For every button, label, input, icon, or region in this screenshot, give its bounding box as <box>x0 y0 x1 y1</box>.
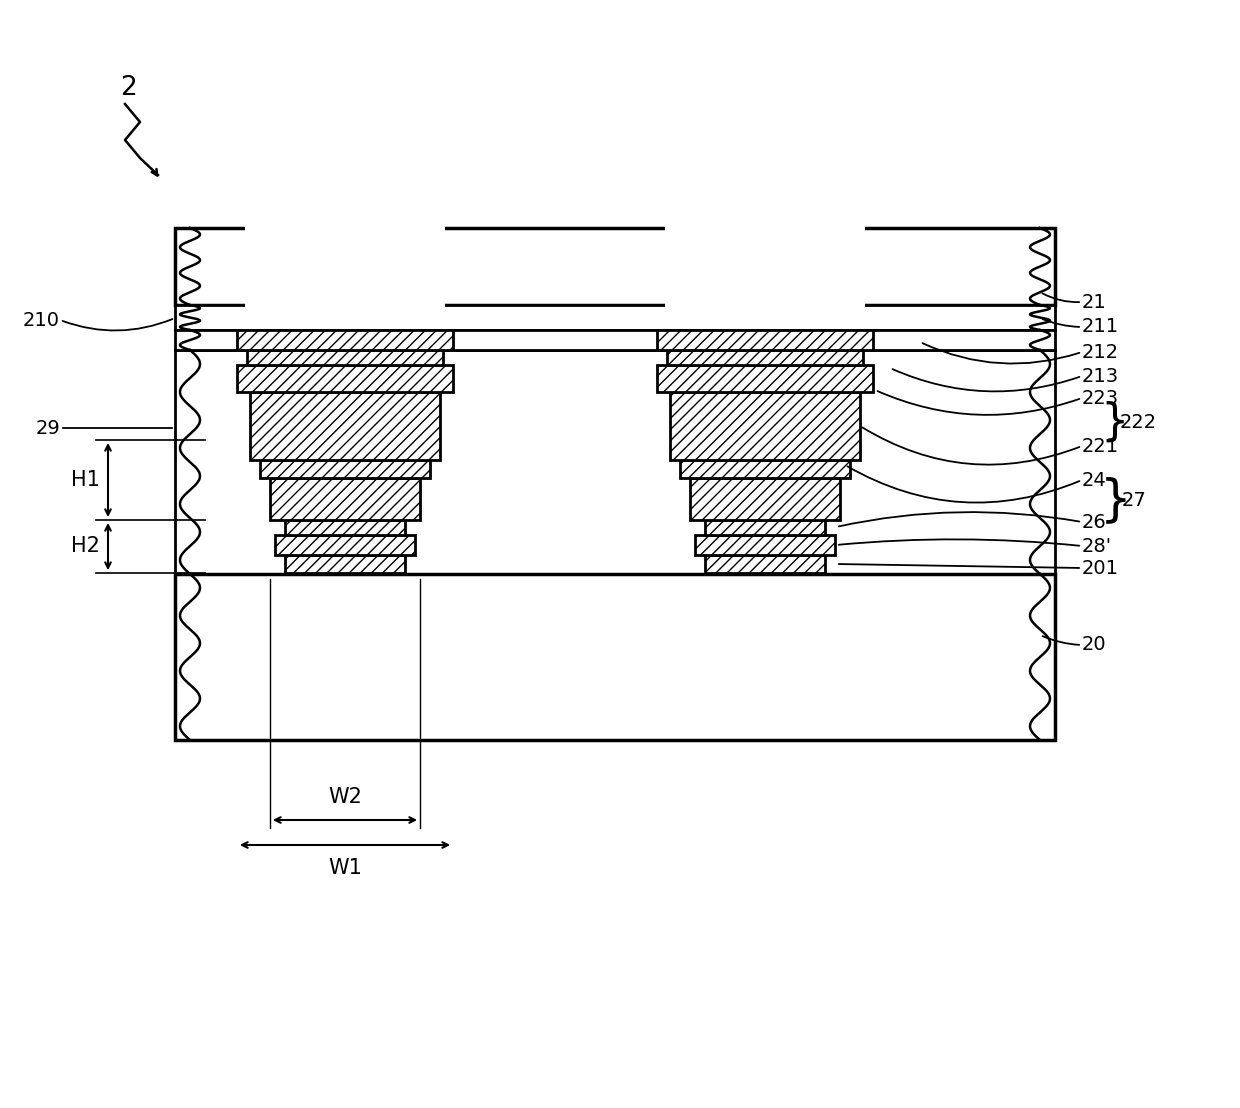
Text: 221: 221 <box>1083 437 1120 455</box>
Bar <box>237 330 453 350</box>
Bar <box>285 555 405 573</box>
Bar <box>680 460 849 478</box>
Text: H1: H1 <box>71 470 100 490</box>
Bar <box>689 478 839 520</box>
Bar <box>275 535 415 555</box>
Text: 21: 21 <box>1083 293 1107 311</box>
Text: 213: 213 <box>1083 367 1120 386</box>
Bar <box>260 460 430 478</box>
Bar <box>247 350 443 365</box>
Bar <box>667 350 863 365</box>
Text: 29: 29 <box>35 419 60 438</box>
Bar <box>175 330 1055 350</box>
Bar <box>270 478 420 520</box>
Text: 210: 210 <box>24 310 60 329</box>
Text: 26: 26 <box>1083 513 1107 532</box>
Text: 27: 27 <box>1122 491 1147 510</box>
Text: W2: W2 <box>329 787 362 807</box>
Bar <box>657 365 873 392</box>
Bar <box>706 555 825 573</box>
Bar <box>175 574 1055 740</box>
Text: 211: 211 <box>1083 318 1120 337</box>
Bar <box>670 392 861 460</box>
Bar <box>175 305 1055 330</box>
Bar <box>175 350 1055 574</box>
Text: 2: 2 <box>119 75 136 101</box>
Text: 212: 212 <box>1083 342 1120 361</box>
Bar <box>237 365 453 392</box>
Text: 222: 222 <box>1120 412 1157 431</box>
Text: 24: 24 <box>1083 471 1107 490</box>
Text: W1: W1 <box>329 858 362 878</box>
Text: 223: 223 <box>1083 389 1120 408</box>
Text: 20: 20 <box>1083 636 1106 655</box>
Bar <box>250 392 440 460</box>
Text: 201: 201 <box>1083 558 1118 577</box>
Bar <box>694 535 835 555</box>
Bar <box>175 228 1055 305</box>
Bar <box>665 23 866 307</box>
Bar <box>706 520 825 535</box>
Text: }: } <box>1100 476 1132 524</box>
Text: H2: H2 <box>71 536 100 556</box>
Text: }: } <box>1100 400 1128 443</box>
Bar <box>285 520 405 535</box>
Bar <box>657 330 873 350</box>
Bar <box>246 23 445 307</box>
Text: 28': 28' <box>1083 536 1112 555</box>
